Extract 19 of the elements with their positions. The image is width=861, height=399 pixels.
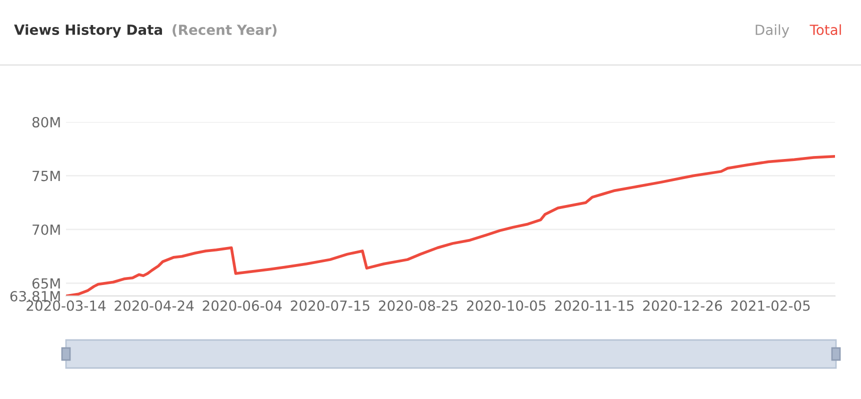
x-tick-label: 2020-06-04 — [202, 300, 282, 311]
chart-title: Views History Data — [14, 24, 162, 38]
x-tick-label: 2020-10-05 — [467, 300, 546, 311]
x-tick-label: 2020-04-24 — [114, 300, 194, 311]
y-tick-label: 75M — [32, 170, 60, 182]
y-tick-label: 70M — [32, 224, 60, 235]
text: Total — [810, 24, 841, 36]
y-tick-label: 80M — [32, 116, 60, 128]
x-tick-label: 2020-07-15 — [290, 300, 370, 311]
x-tick-label: 2020-03-14 — [26, 300, 106, 311]
x-tick-label: 2020-11-15 — [555, 300, 634, 311]
line-series — [66, 155, 835, 296]
text: Daily — [756, 24, 790, 38]
x-tick-label: 2020-08-25 — [378, 300, 458, 311]
y-tick-label: 65M — [32, 278, 60, 289]
x-tick-label: 2021-02-05 — [731, 300, 810, 311]
x-tick-label: 2020-12-26 — [643, 300, 722, 311]
y-tick-label: 63.81M — [10, 290, 60, 302]
chart-subtitle: (Recent Year) — [172, 24, 276, 37]
